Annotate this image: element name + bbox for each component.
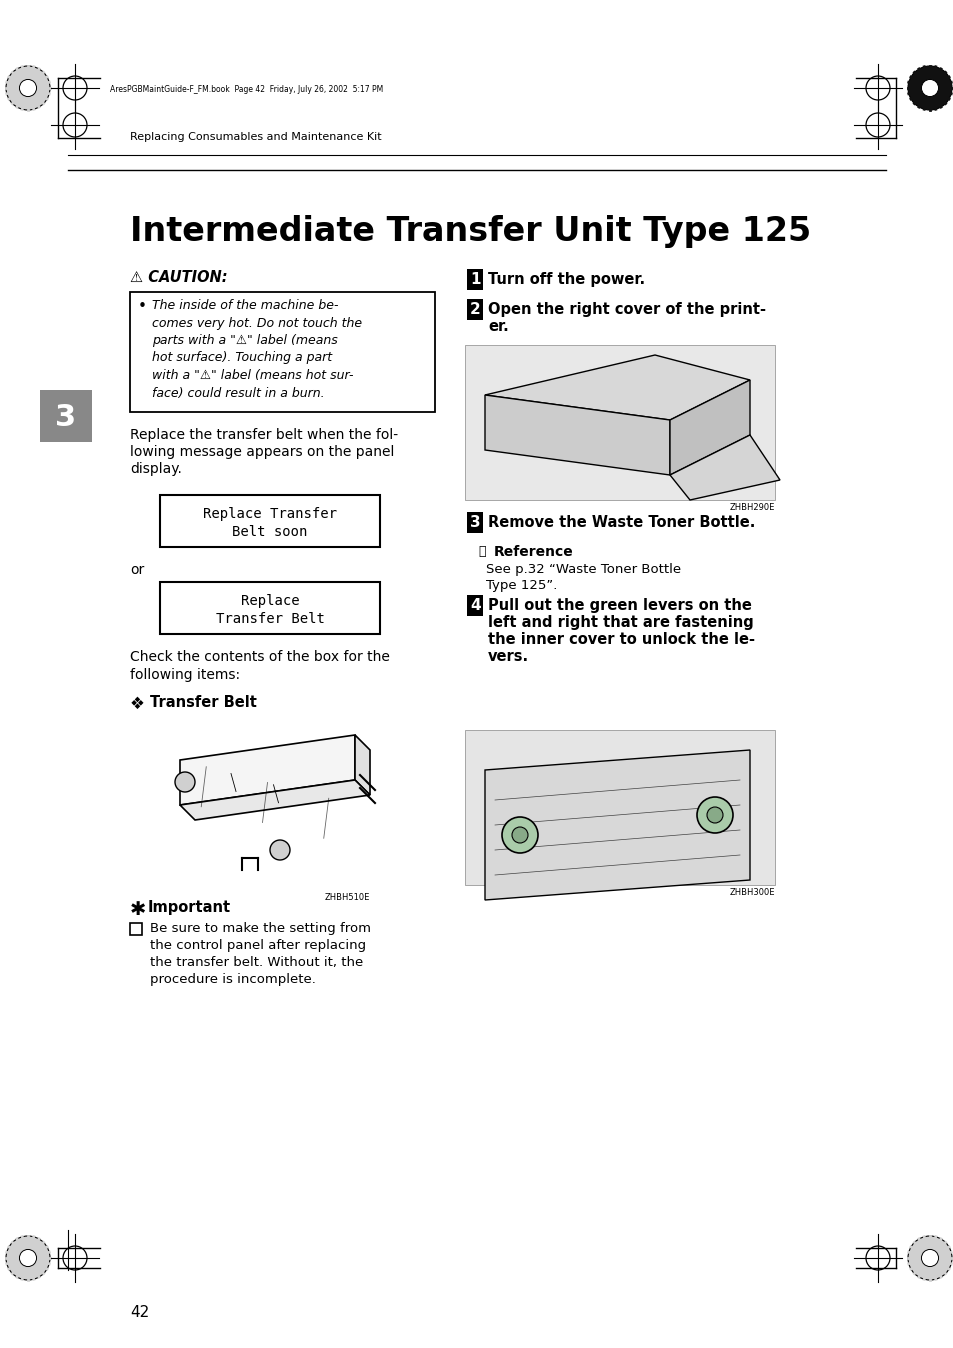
Text: Belt soon: Belt soon — [233, 524, 308, 539]
Text: Replace: Replace — [240, 594, 299, 608]
Circle shape — [270, 840, 290, 860]
Text: with a "⚠" label (means hot sur-: with a "⚠" label (means hot sur- — [152, 369, 354, 381]
Text: Check the contents of the box for the: Check the contents of the box for the — [130, 650, 390, 665]
Bar — [130, 923, 142, 936]
Circle shape — [907, 1236, 951, 1281]
Circle shape — [907, 66, 951, 111]
Text: Transfer Belt: Transfer Belt — [215, 612, 324, 625]
Text: Replace Transfer: Replace Transfer — [203, 507, 336, 520]
Circle shape — [19, 80, 36, 97]
Circle shape — [6, 66, 50, 111]
Text: left and right that are fastening: left and right that are fastening — [488, 615, 753, 630]
Polygon shape — [669, 435, 780, 500]
Text: parts with a "⚠" label (means: parts with a "⚠" label (means — [152, 334, 337, 346]
Text: AresPGBMaintGuide-F_FM.book  Page 42  Friday, July 26, 2002  5:17 PM: AresPGBMaintGuide-F_FM.book Page 42 Frid… — [110, 85, 383, 94]
Circle shape — [19, 1250, 36, 1267]
Text: The inside of the machine be-: The inside of the machine be- — [152, 299, 338, 311]
Bar — [464, 731, 774, 886]
Text: ZHBH300E: ZHBH300E — [729, 888, 774, 896]
Text: display.: display. — [130, 462, 182, 476]
Text: hot surface). Touching a part: hot surface). Touching a part — [152, 352, 332, 364]
Bar — [160, 582, 379, 634]
Text: 2: 2 — [470, 302, 480, 317]
Text: Reference: Reference — [494, 545, 573, 559]
Polygon shape — [484, 749, 749, 900]
Circle shape — [512, 828, 527, 842]
Circle shape — [697, 797, 732, 833]
Text: the control panel after replacing: the control panel after replacing — [150, 940, 366, 952]
Text: ⚠ CAUTION:: ⚠ CAUTION: — [130, 270, 228, 284]
Text: •: • — [138, 299, 147, 314]
Text: 4: 4 — [470, 599, 480, 613]
Text: Transfer Belt: Transfer Belt — [150, 696, 256, 710]
Text: ✱: ✱ — [130, 900, 146, 919]
Text: the inner cover to unlock the le-: the inner cover to unlock the le- — [488, 632, 754, 647]
Text: face) could result in a burn.: face) could result in a burn. — [152, 387, 324, 399]
Circle shape — [6, 1236, 50, 1281]
Text: ❖: ❖ — [130, 696, 145, 713]
Text: See p.32 “Waste Toner Bottle: See p.32 “Waste Toner Bottle — [485, 563, 680, 576]
Text: procedure is incomplete.: procedure is incomplete. — [150, 973, 315, 985]
Text: Pull out the green levers on the: Pull out the green levers on the — [488, 599, 751, 613]
Bar — [464, 345, 774, 500]
Text: Turn off the power.: Turn off the power. — [488, 272, 644, 287]
Text: vers.: vers. — [488, 648, 529, 665]
Polygon shape — [484, 395, 669, 474]
Text: comes very hot. Do not touch the: comes very hot. Do not touch the — [152, 317, 362, 329]
Text: er.: er. — [488, 319, 508, 334]
Text: Intermediate Transfer Unit Type 125: Intermediate Transfer Unit Type 125 — [130, 214, 810, 248]
Polygon shape — [484, 355, 749, 421]
Bar — [40, 390, 91, 442]
Text: 3: 3 — [470, 515, 480, 530]
Text: Open the right cover of the print-: Open the right cover of the print- — [488, 302, 765, 317]
Polygon shape — [180, 735, 355, 805]
Circle shape — [174, 772, 194, 793]
Text: 1: 1 — [470, 272, 480, 287]
Text: or: or — [130, 563, 144, 577]
Text: Important: Important — [148, 900, 231, 915]
Text: ZHBH290E: ZHBH290E — [729, 503, 774, 512]
Circle shape — [921, 1250, 938, 1267]
Text: ZHBH510E: ZHBH510E — [324, 892, 370, 902]
Text: 🔑: 🔑 — [477, 545, 485, 558]
Text: 42: 42 — [130, 1305, 149, 1320]
Text: Replacing Consumables and Maintenance Kit: Replacing Consumables and Maintenance Ki… — [130, 132, 381, 142]
Text: lowing message appears on the panel: lowing message appears on the panel — [130, 445, 394, 460]
Text: the transfer belt. Without it, the: the transfer belt. Without it, the — [150, 956, 363, 969]
Polygon shape — [355, 735, 370, 795]
Text: Type 125”.: Type 125”. — [485, 580, 557, 592]
Text: Remove the Waste Toner Bottle.: Remove the Waste Toner Bottle. — [488, 515, 755, 530]
Text: 3: 3 — [55, 403, 76, 433]
Bar — [160, 495, 379, 547]
Polygon shape — [669, 380, 749, 474]
Circle shape — [501, 817, 537, 853]
Bar — [130, 293, 435, 412]
Text: following items:: following items: — [130, 669, 240, 682]
Polygon shape — [180, 780, 370, 820]
Circle shape — [921, 80, 938, 97]
Text: Be sure to make the setting from: Be sure to make the setting from — [150, 922, 371, 936]
Text: Replace the transfer belt when the fol-: Replace the transfer belt when the fol- — [130, 429, 397, 442]
Circle shape — [706, 807, 722, 824]
